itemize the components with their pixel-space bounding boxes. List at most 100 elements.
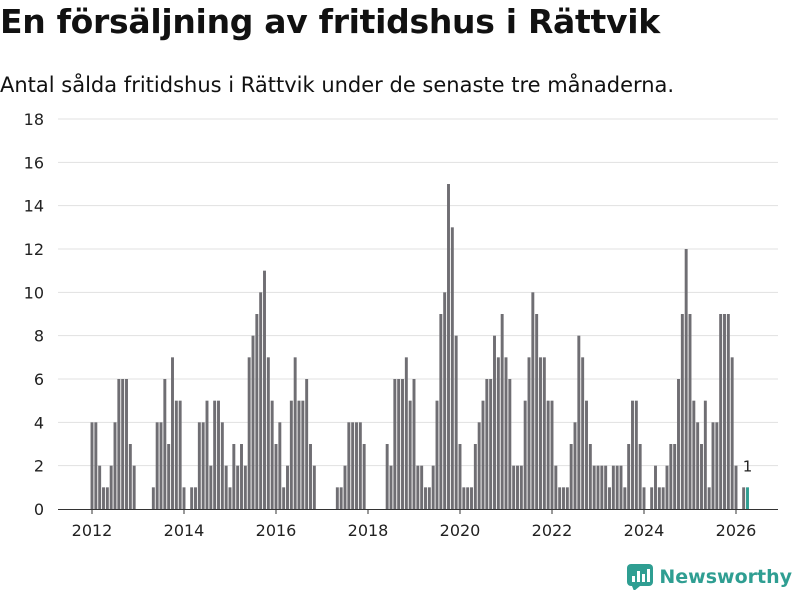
bar: [270, 400, 274, 509]
bar: [715, 422, 719, 509]
bar: [312, 465, 316, 509]
y-tick-label: 10: [24, 283, 44, 302]
bar: [102, 487, 105, 509]
bar: [443, 292, 447, 509]
bar: [508, 379, 512, 509]
x-tick-label: 2012: [72, 521, 113, 540]
bar: [125, 379, 128, 509]
bar: [178, 400, 182, 509]
bar: [339, 487, 343, 509]
bar: [236, 465, 240, 509]
bar: [351, 422, 355, 509]
bar: [600, 465, 604, 509]
bar: [358, 422, 362, 509]
bar: [151, 487, 155, 509]
x-tick-label: 2024: [624, 521, 665, 540]
bar: [554, 465, 558, 509]
bar: [171, 357, 174, 509]
bar: [309, 444, 312, 509]
bar: [550, 400, 554, 509]
bar: [577, 335, 581, 509]
bar: [638, 444, 642, 509]
bar: [301, 400, 305, 509]
y-tick-label: 12: [24, 240, 44, 259]
bar: [420, 465, 424, 509]
bar: [677, 379, 680, 509]
bar: [205, 400, 209, 509]
bar: [493, 335, 496, 509]
bar: [167, 444, 171, 509]
bar: [623, 487, 627, 509]
bar: [94, 422, 98, 509]
bar: [615, 465, 619, 509]
bar: [700, 444, 703, 509]
bar: [174, 400, 178, 509]
bar: [121, 379, 125, 509]
bar: [232, 444, 236, 509]
bar: [217, 400, 220, 509]
bar: [404, 357, 408, 509]
bar: [723, 314, 726, 509]
bar: [592, 465, 596, 509]
bar: [397, 379, 401, 509]
bar: [527, 357, 531, 509]
bar: [619, 465, 623, 509]
bar: [696, 422, 700, 509]
bar: [393, 379, 397, 509]
bar: [385, 444, 389, 509]
brand-name: Newsworthy: [659, 566, 792, 588]
bar: [588, 444, 592, 509]
newsworthy-logo-icon: [627, 564, 654, 590]
bar: [516, 465, 519, 509]
bar: [113, 422, 117, 509]
x-tick-label: 2026: [716, 521, 757, 540]
bar: [462, 487, 466, 509]
bar: [197, 422, 201, 509]
bar: [209, 465, 213, 509]
y-tick-label: 16: [24, 153, 44, 172]
bar: [627, 444, 631, 509]
bar: [585, 400, 588, 509]
bar: [604, 465, 608, 509]
bar: [634, 400, 638, 509]
bar: [247, 357, 251, 509]
bar: [355, 422, 358, 509]
bar: [477, 422, 481, 509]
y-tick-label: 14: [24, 197, 44, 216]
bar: [531, 292, 535, 509]
bar: [408, 400, 412, 509]
bar: [401, 379, 404, 509]
bar: [569, 444, 573, 509]
bar: [539, 357, 542, 509]
bar: [742, 487, 746, 509]
bar: [163, 379, 167, 509]
bar: [182, 487, 186, 509]
bar: [424, 487, 427, 509]
bar: [581, 357, 585, 509]
bar: [711, 422, 715, 509]
bar: [90, 422, 94, 509]
bar: [470, 487, 473, 509]
bar: [297, 400, 301, 509]
bar: [719, 314, 723, 509]
bar: [224, 465, 228, 509]
bar: [642, 487, 646, 509]
bar: [240, 444, 243, 509]
bar: [596, 465, 600, 509]
bar: [412, 379, 416, 509]
bar: [98, 465, 102, 509]
bar: [734, 465, 738, 509]
bar: [496, 357, 500, 509]
bar-highlighted: [746, 487, 749, 509]
bar: [466, 487, 470, 509]
x-tick-label: 2018: [348, 521, 389, 540]
bar: [669, 444, 673, 509]
bar: [274, 444, 278, 509]
bar: [684, 249, 688, 509]
y-tick-label: 8: [34, 327, 44, 346]
bar: [504, 357, 508, 509]
page-subtitle: Antal sålda fritidshus i Rättvik under d…: [0, 73, 675, 97]
bar: [282, 487, 286, 509]
grid-lines: [58, 118, 778, 467]
